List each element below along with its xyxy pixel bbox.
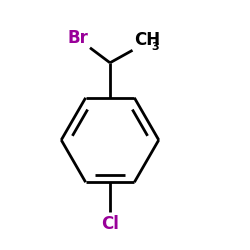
Text: CH: CH	[134, 31, 160, 49]
Text: Br: Br	[68, 28, 89, 46]
Text: Cl: Cl	[101, 215, 119, 233]
Text: 3: 3	[151, 42, 159, 52]
